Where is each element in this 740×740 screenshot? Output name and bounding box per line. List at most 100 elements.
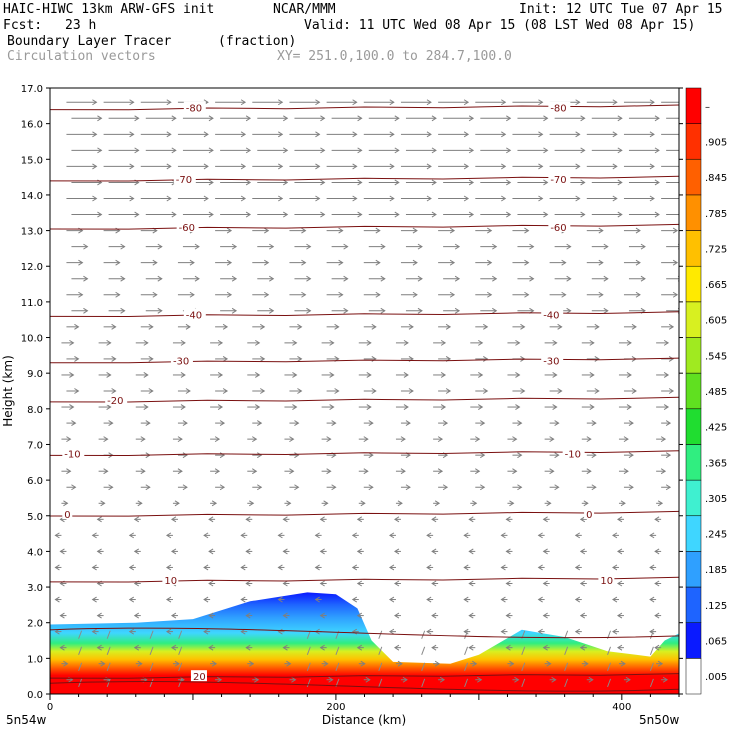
vector-head <box>529 275 535 282</box>
vector-head <box>289 436 295 443</box>
vector-head <box>120 243 126 250</box>
colorbar-swatch <box>685 622 702 659</box>
isotherm-label-bg <box>541 308 564 320</box>
isotherm-label: -10 <box>565 449 581 460</box>
vector-head <box>208 211 214 218</box>
vector-head <box>54 596 60 603</box>
vector-head <box>203 564 209 571</box>
vector-head <box>120 275 126 282</box>
vector-head <box>505 516 511 523</box>
vector-head <box>431 644 437 651</box>
vector-head <box>297 388 303 394</box>
vector-head <box>208 612 214 619</box>
vector-head <box>137 660 143 667</box>
vector-head <box>357 115 363 122</box>
isotherm-line <box>50 175 679 182</box>
vector-head <box>649 532 655 539</box>
vector-head <box>165 628 172 635</box>
vector-head <box>194 275 200 282</box>
vector-head <box>583 500 589 507</box>
vector-head <box>283 179 289 186</box>
vector-head <box>397 660 403 667</box>
vector-head <box>480 452 486 459</box>
vector-head <box>505 548 511 555</box>
vector-head <box>222 388 229 394</box>
vector-head <box>194 243 200 250</box>
vector-head <box>492 307 498 314</box>
vector-head <box>579 580 586 587</box>
vector-head <box>394 644 400 651</box>
vector-head <box>319 516 325 523</box>
vector-head <box>103 436 109 443</box>
vector-head <box>106 339 112 346</box>
y-tick-label: 6.0 <box>27 476 43 487</box>
vector-head <box>442 484 449 491</box>
vector-head <box>257 484 263 491</box>
vector-head <box>509 660 515 667</box>
vector-head <box>575 99 581 106</box>
vector-head <box>171 211 177 218</box>
vector-head <box>468 115 475 122</box>
vector-head <box>552 372 558 378</box>
vector-head <box>477 676 483 683</box>
vector-head <box>292 404 298 410</box>
vector-shaft <box>149 646 154 655</box>
vector-head <box>182 452 188 459</box>
vector-head <box>231 307 238 314</box>
vector-head <box>91 532 97 539</box>
vector-head <box>537 628 543 635</box>
vector-head <box>231 275 238 282</box>
vector-head <box>380 275 386 282</box>
isotherm-line <box>50 510 679 517</box>
vector-head <box>283 115 289 122</box>
vector-head <box>574 564 581 571</box>
colorbar-label: .605 <box>705 316 727 327</box>
vector-head <box>356 644 363 651</box>
vector-head <box>120 307 126 314</box>
vector-head <box>431 612 437 619</box>
vector-head <box>657 660 664 667</box>
vector-head <box>219 484 226 491</box>
y-tick-label: 13.0 <box>21 227 43 238</box>
vector-head <box>363 468 369 475</box>
vector-head <box>672 259 679 266</box>
colorbar-label: .725 <box>705 244 727 255</box>
x-axis-label: Distance (km) <box>322 713 406 727</box>
vector-head <box>320 179 326 186</box>
vector-head <box>269 275 275 282</box>
vector-head <box>282 548 288 555</box>
vector-head <box>586 468 592 475</box>
vector-head <box>111 355 117 362</box>
vector-head <box>245 612 251 619</box>
vector-head <box>617 211 623 218</box>
isotherm-label-bg <box>62 447 85 459</box>
vector-head <box>617 115 623 122</box>
vector-head <box>152 291 158 298</box>
forecast-hour: 23 h <box>65 18 97 33</box>
vector-head <box>165 596 172 603</box>
vector-head <box>314 532 320 539</box>
vector-head <box>542 548 548 555</box>
vector-head <box>431 211 437 218</box>
colorbar-swatch <box>685 408 702 445</box>
isotherm-label: -70 <box>176 175 192 186</box>
vector-head <box>170 516 177 523</box>
vector-head <box>297 355 303 362</box>
vector-head <box>277 628 283 635</box>
vector-head <box>449 291 456 298</box>
vector-head <box>97 115 103 122</box>
vector-head <box>389 163 395 170</box>
vector-head <box>628 420 634 427</box>
vector-head <box>631 323 637 330</box>
vector-head <box>514 676 520 683</box>
vector-head <box>660 436 667 443</box>
vector-shaft <box>178 678 183 688</box>
vector-head <box>189 259 195 266</box>
vector-head <box>226 291 233 298</box>
vector-head <box>566 307 572 314</box>
vector-head <box>579 612 586 619</box>
vector-head <box>463 532 469 539</box>
vector-head <box>475 468 481 475</box>
vector-head <box>286 660 292 667</box>
vector-head <box>111 323 117 330</box>
